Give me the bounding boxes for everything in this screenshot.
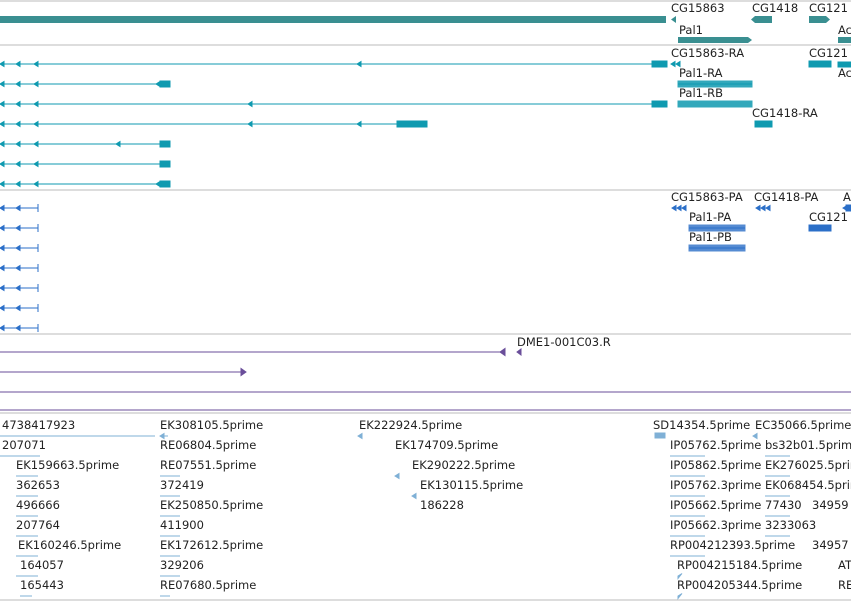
est-label[interactable]: IP05762.5prime: [670, 438, 761, 452]
est-label[interactable]: 207764: [16, 518, 60, 532]
est-label[interactable]: RP004215184.5prime: [677, 558, 802, 572]
est-label[interactable]: 77430: [765, 498, 802, 512]
est-label[interactable]: RP004205344.5prime: [677, 578, 802, 592]
transcript-exon[interactable]: [651, 60, 668, 68]
est-label[interactable]: 34959: [812, 498, 849, 512]
gene-label[interactable]: CG1418: [752, 1, 798, 15]
clone-label[interactable]: DME1-001C03.R: [517, 335, 611, 349]
est-label[interactable]: 496666: [16, 498, 60, 512]
gene-label[interactable]: Ac: [838, 23, 851, 37]
est-label[interactable]: IP05762.3prime: [670, 478, 761, 492]
est-label[interactable]: 207071: [2, 438, 46, 452]
gene-bar-cg1418[interactable]: [751, 16, 772, 23]
est-label[interactable]: EK172612.5prime: [160, 538, 263, 552]
est-label[interactable]: EC35066.5prime: [755, 418, 851, 432]
est-label[interactable]: EK130115.5prime: [420, 478, 523, 492]
est-label[interactable]: EK222924.5prime: [359, 418, 462, 432]
protein-label[interactable]: Pal1-PA: [689, 210, 731, 224]
est-label[interactable]: 372419: [160, 478, 204, 492]
gene-bar-cg121[interactable]: [809, 16, 830, 23]
est-label[interactable]: EK250850.5prime: [160, 498, 263, 512]
est-label[interactable]: EK160246.5prime: [18, 538, 121, 552]
protein-label[interactable]: CG121: [809, 210, 848, 224]
est-label[interactable]: EK290222.5prime: [412, 458, 515, 472]
est-label[interactable]: EK068454.5prime: [765, 478, 851, 492]
gene-bar-cg15863-end[interactable]: [671, 16, 676, 23]
protein-label[interactable]: Pal1-PB: [689, 230, 732, 244]
transcript-label[interactable]: Pal1-RB: [679, 86, 723, 100]
est-label[interactable]: 4738417923: [2, 418, 75, 432]
transcript-label[interactable]: CG1418-RA: [752, 106, 818, 120]
est-label[interactable]: EK308105.5prime: [160, 418, 263, 432]
est-label[interactable]: 329206: [160, 558, 204, 572]
est-label[interactable]: RE07680.5prime: [160, 578, 256, 592]
est-label[interactable]: EK159663.5prime: [16, 458, 119, 472]
transcript-label[interactable]: Ac: [838, 66, 851, 80]
gene-label[interactable]: CG15863: [671, 1, 725, 15]
est-label[interactable]: 362653: [16, 478, 60, 492]
est-label[interactable]: RP004212393.5prime: [670, 538, 795, 552]
est-label[interactable]: SD14354.5prime: [653, 418, 750, 432]
transcript-label[interactable]: Pal1-RA: [679, 66, 723, 80]
gene-track: CG15863 CG1418 CG121 Pal1 Ac: [0, 0, 851, 46]
gene-bar-pal1[interactable]: [678, 37, 752, 43]
est-label[interactable]: IP05862.5prime: [670, 458, 761, 472]
transcript-label[interactable]: CG15863-RA: [671, 46, 744, 60]
est-label[interactable]: 3233063: [765, 518, 816, 532]
est-track: 4738417923 207071 EK159663.5prime 362653…: [0, 418, 851, 601]
est-label[interactable]: EK174709.5prime: [395, 438, 498, 452]
est-label[interactable]: IP05662.3prime: [670, 518, 761, 532]
est-label[interactable]: 164057: [20, 558, 64, 572]
gene-label[interactable]: CG121: [809, 1, 848, 15]
est-label[interactable]: 411900: [160, 518, 204, 532]
est-label[interactable]: RE06804.5prime: [160, 438, 256, 452]
est-label[interactable]: 186228: [420, 498, 464, 512]
intron-arrow: [0, 60, 5, 68]
est-label[interactable]: EK276025.5prime: [765, 458, 851, 472]
est-label[interactable]: bs32b01.5prime: [765, 438, 851, 452]
est-label[interactable]: IP05662.5prime: [670, 498, 761, 512]
transcript-track: CG15863-RA CG121 Pal1-RA Ac Pal1-RB CG14…: [0, 46, 851, 191]
est-label[interactable]: 34957: [812, 538, 849, 552]
est-label[interactable]: RE07551.5prime: [160, 458, 256, 472]
est-label[interactable]: RE: [838, 578, 851, 592]
gene-label[interactable]: Pal1: [679, 23, 703, 37]
est-label[interactable]: AT: [838, 558, 851, 572]
transcript-label[interactable]: CG121: [809, 46, 848, 60]
clone-track: DME1-001C03.R: [0, 335, 851, 414]
est-label[interactable]: 165443: [20, 578, 64, 592]
protein-track: CG15863-PA CG1418-PA A Pal1-PA CG121 Pal…: [0, 190, 851, 335]
protein-label[interactable]: A: [843, 190, 851, 204]
protein-label[interactable]: CG15863-PA: [671, 190, 743, 204]
protein-label[interactable]: CG1418-PA: [754, 190, 819, 204]
gene-bar-cg15863[interactable]: [0, 16, 666, 23]
gene-bar-ac[interactable]: [838, 37, 851, 43]
